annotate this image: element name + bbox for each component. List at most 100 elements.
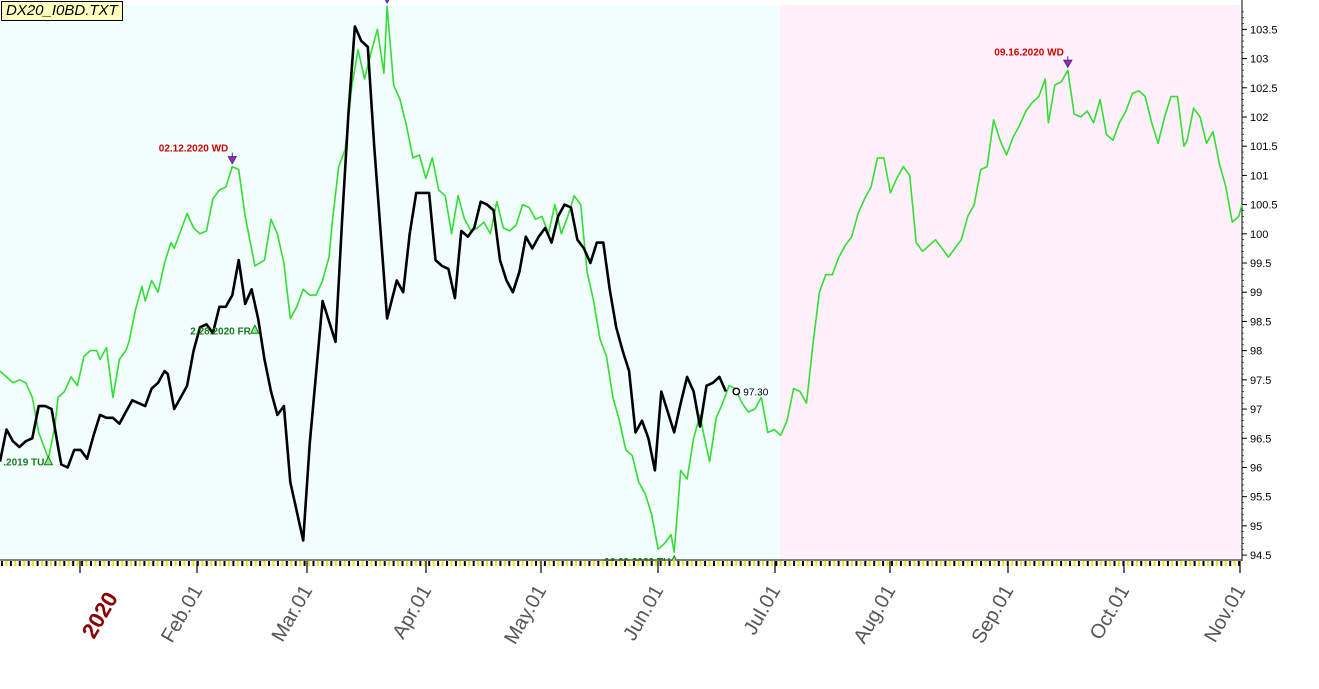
x-ruler-tick bbox=[130, 561, 133, 566]
x-ruler-tick bbox=[1042, 561, 1045, 566]
x-ruler-tick bbox=[1206, 561, 1209, 566]
x-ruler-tick bbox=[708, 561, 711, 566]
x-ruler-tick bbox=[535, 561, 537, 566]
y-tick-label-15: 102 bbox=[1250, 112, 1268, 124]
x-ruler-tick bbox=[428, 561, 431, 566]
x-ruler-tick bbox=[499, 561, 502, 566]
x-ruler-tick bbox=[219, 561, 222, 566]
x-ruler-tick bbox=[1202, 561, 1205, 566]
x-ruler-tick bbox=[254, 561, 257, 566]
x-ruler-tick bbox=[583, 561, 586, 566]
x-ruler-tick bbox=[753, 561, 756, 566]
x-ruler-tick bbox=[552, 561, 555, 566]
x-ruler-tick bbox=[223, 561, 226, 566]
x-ruler-tick bbox=[401, 561, 404, 566]
x-ruler-tick bbox=[931, 561, 934, 566]
x-ruler-tick bbox=[868, 561, 871, 566]
x-ruler-tick bbox=[757, 561, 760, 566]
series-line-forecast bbox=[0, 5, 1243, 553]
x-ruler-tick bbox=[27, 561, 30, 566]
x-ruler-tick bbox=[508, 561, 511, 566]
x-ruler-tick bbox=[81, 561, 84, 566]
file-name-label: DX20_I0BD.TXT bbox=[1, 1, 123, 21]
x-ruler-tick bbox=[1171, 561, 1174, 566]
y-tick-label-2: 95.5 bbox=[1250, 492, 1271, 504]
x-ruler-tick bbox=[490, 561, 493, 566]
x-ruler-tick bbox=[98, 561, 101, 566]
x-ruler-tick bbox=[192, 561, 195, 566]
x-ruler-tick bbox=[147, 561, 150, 566]
x-ruler-tick bbox=[388, 561, 391, 566]
x-ruler-tick bbox=[695, 561, 698, 566]
x-ruler-tick bbox=[1153, 561, 1156, 566]
x-ruler-tick bbox=[744, 561, 747, 566]
x-ruler-tick bbox=[125, 561, 128, 566]
x-ruler-tick bbox=[690, 561, 693, 566]
x-ruler-tick bbox=[397, 561, 400, 566]
x-ruler-tick bbox=[637, 561, 640, 566]
x-ruler-tick bbox=[468, 561, 471, 566]
x-ruler-tick bbox=[441, 561, 444, 566]
x-ruler-tick bbox=[1064, 561, 1067, 566]
high-marker-0 bbox=[384, 0, 390, 5]
x-ruler-tick bbox=[891, 561, 893, 566]
x-month-label-8: Oct.01 bbox=[1086, 582, 1135, 644]
x-ruler-tick bbox=[521, 561, 524, 566]
x-ruler-tick bbox=[245, 561, 248, 566]
y-tick-label-7: 98 bbox=[1250, 346, 1262, 358]
x-ruler-tick bbox=[597, 561, 600, 566]
x-ruler-tick bbox=[664, 561, 667, 566]
x-ruler-tick bbox=[730, 561, 733, 566]
x-year-label: 2020 bbox=[77, 588, 123, 643]
x-ruler-tick bbox=[570, 561, 573, 566]
x-ruler-tick bbox=[971, 561, 974, 566]
x-ruler-tick bbox=[112, 561, 115, 566]
x-ruler-tick bbox=[134, 561, 137, 566]
x-ruler-tick bbox=[957, 561, 960, 566]
x-ruler-tick bbox=[303, 561, 306, 566]
x-ruler-tick bbox=[85, 561, 88, 566]
x-ruler-tick bbox=[201, 561, 204, 566]
x-ruler-tick bbox=[437, 561, 440, 566]
x-ruler-tick bbox=[1100, 561, 1103, 566]
x-ruler-tick bbox=[575, 561, 578, 566]
x-ruler-tick bbox=[530, 561, 533, 566]
high-marker-2 bbox=[1062, 59, 1073, 69]
x-ruler-tick bbox=[548, 561, 551, 566]
y-tick-label-0: 94.5 bbox=[1250, 550, 1271, 562]
x-ruler-tick bbox=[90, 561, 92, 566]
x-ruler-tick bbox=[850, 561, 853, 566]
x-ruler-tick bbox=[699, 561, 702, 566]
x-ruler-tick bbox=[615, 561, 618, 566]
x-ruler-tick bbox=[1144, 561, 1147, 566]
x-ruler-tick bbox=[770, 561, 773, 566]
last-value-label: 97.30 bbox=[743, 388, 768, 399]
x-ruler-tick bbox=[72, 561, 75, 566]
x-ruler-tick bbox=[628, 561, 631, 566]
low-annotation-label-3: 2.28.2020 FR bbox=[190, 326, 251, 337]
x-ruler-tick bbox=[646, 561, 649, 566]
background-shading bbox=[0, 5, 1240, 559]
x-month-label-4: Jun.01 bbox=[619, 582, 668, 645]
x-ruler-tick bbox=[810, 561, 813, 566]
x-ruler-tick bbox=[797, 561, 800, 566]
x-ruler-tick bbox=[1140, 561, 1143, 566]
x-ruler-tick bbox=[281, 561, 284, 566]
x-ruler-tick bbox=[1126, 561, 1129, 566]
x-ruler-tick bbox=[779, 561, 782, 566]
x-ruler-tick bbox=[624, 561, 626, 566]
x-ruler-tick bbox=[788, 561, 791, 566]
x-ruler-tick bbox=[953, 561, 956, 566]
x-ruler-tick bbox=[414, 561, 417, 566]
x-ruler-tick bbox=[717, 561, 720, 566]
high-annotation-label-1: 02.12.2020 WD bbox=[159, 144, 229, 155]
shade-future-region bbox=[780, 5, 1240, 559]
x-ruler-tick bbox=[477, 561, 480, 566]
x-ruler-tick bbox=[1162, 561, 1165, 566]
y-tick-label-6: 97.5 bbox=[1250, 375, 1271, 387]
y-tick-label-9: 99 bbox=[1250, 287, 1262, 299]
y-tick-label-5: 97 bbox=[1250, 404, 1262, 416]
x-ruler-tick bbox=[312, 561, 315, 566]
x-ruler-tick bbox=[775, 561, 778, 566]
x-ruler-tick bbox=[1086, 561, 1089, 566]
